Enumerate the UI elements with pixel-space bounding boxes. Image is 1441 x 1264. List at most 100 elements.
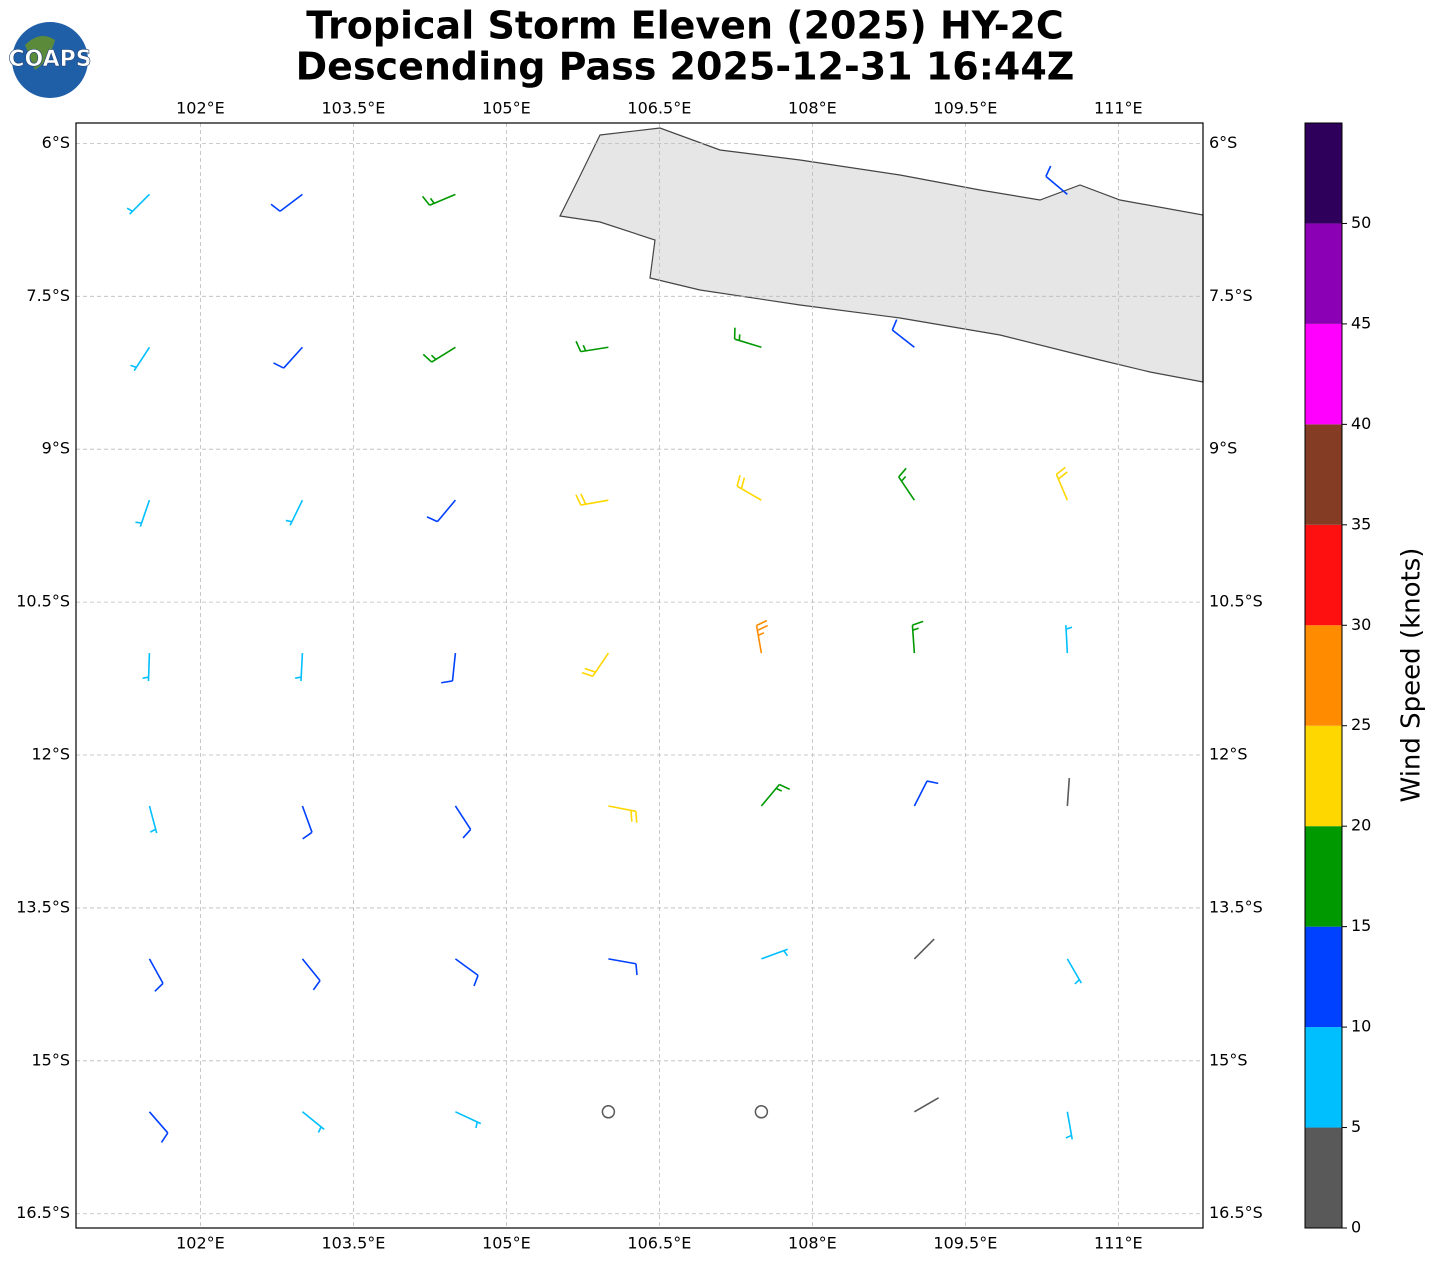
x-tick-label: 106.5°E xyxy=(627,99,691,118)
wind-barb xyxy=(575,493,609,506)
x-tick-label: 103.5°E xyxy=(321,99,385,118)
wind-barb xyxy=(581,652,610,678)
wind-barb xyxy=(913,780,939,807)
wind-barb xyxy=(898,467,916,501)
colorbar-tick-label: 20 xyxy=(1351,816,1371,835)
logo-land xyxy=(25,36,55,70)
x-tick-label: 106.5°E xyxy=(627,1234,691,1253)
x-tick-label: 102°E xyxy=(176,99,225,118)
x-tick-label: 109.5°E xyxy=(933,1234,997,1253)
y-tick-label: 6°S xyxy=(1209,133,1237,152)
y-tick-label: 7.5°S xyxy=(26,286,70,305)
map-layer xyxy=(76,123,1203,1228)
wind-barb xyxy=(301,958,321,991)
colorbar-segment xyxy=(1305,524,1342,626)
x-tick-label: 111°E xyxy=(1094,99,1143,118)
colorbar-segment xyxy=(1305,625,1342,726)
calm-marker xyxy=(754,1105,769,1119)
wind-barb xyxy=(911,620,924,654)
wind-barb xyxy=(148,805,158,834)
logo-text: COAPS xyxy=(8,47,91,72)
colorbar-segment xyxy=(1305,424,1342,525)
wind-barb xyxy=(294,653,304,682)
wind-barb xyxy=(608,958,638,976)
x-tick-label: 105°E xyxy=(482,1234,531,1253)
wind-barb xyxy=(285,499,304,526)
colorbar-tick-label: 50 xyxy=(1351,213,1371,232)
wind-barb xyxy=(422,346,456,363)
colorbar-label: Wind Speed (knots) xyxy=(1397,548,1427,803)
wind-barb xyxy=(301,1111,325,1133)
wind-barb xyxy=(1055,466,1069,501)
colorbar-segment xyxy=(1305,926,1342,1028)
colorbar-tick-label: 45 xyxy=(1351,313,1371,332)
y-tick-label: 12°S xyxy=(1209,745,1248,764)
wind-barb xyxy=(1066,777,1071,807)
y-tick-label: 12°S xyxy=(31,745,70,764)
colorbar-segment xyxy=(1305,1127,1342,1228)
colorbar-segment xyxy=(1305,826,1342,927)
y-tick-label: 10.5°S xyxy=(1209,592,1263,611)
x-tick-label: 109.5°E xyxy=(933,99,997,118)
colorbar-tick-label: 35 xyxy=(1351,514,1371,533)
calm-marker xyxy=(601,1105,616,1119)
wind-barb xyxy=(455,1111,482,1129)
wind-barb xyxy=(148,958,164,992)
x-tick-label: 108°E xyxy=(788,1234,837,1253)
wind-barb xyxy=(454,958,479,987)
wind-barb xyxy=(270,193,303,212)
land-java xyxy=(559,127,1204,383)
wind-barb xyxy=(760,783,791,807)
colorbar-tick-label: 15 xyxy=(1351,916,1371,935)
y-tick-label: 10.5°S xyxy=(16,592,70,611)
colorbar-tick-label: 25 xyxy=(1351,715,1371,734)
colorbar-segment xyxy=(1305,123,1342,224)
wind-barb xyxy=(913,1097,940,1113)
colorbar-segment xyxy=(1305,323,1342,425)
wind-barb xyxy=(441,652,457,684)
y-tick-label: 16.5°S xyxy=(16,1203,70,1222)
wind-barb xyxy=(1065,1111,1073,1140)
wind-barb xyxy=(733,327,762,349)
wind-barb xyxy=(301,805,313,840)
y-tick-label: 16.5°S xyxy=(1209,1203,1263,1222)
wind-barb xyxy=(454,805,472,839)
x-tick-label: 103.5°E xyxy=(321,1234,385,1253)
wind-barb xyxy=(608,805,638,823)
y-tick-label: 7.5°S xyxy=(1209,286,1253,305)
colorbar-tick-label: 40 xyxy=(1351,414,1371,433)
y-tick-label: 9°S xyxy=(1209,439,1237,458)
wind-barb xyxy=(426,499,457,523)
wind-barb xyxy=(891,319,915,348)
wind-barb xyxy=(126,193,150,215)
y-tick-label: 6°S xyxy=(42,133,70,152)
chart-subtitle: Descending Pass 2025-12-31 16:44Z xyxy=(296,45,1075,89)
chart-title: Tropical Storm Eleven (2025) HY-2C xyxy=(306,4,1064,48)
y-tick-label: 15°S xyxy=(1209,1050,1248,1069)
wind-barb xyxy=(142,653,151,682)
colorbar-segment xyxy=(1305,725,1342,827)
colorbar-tick-label: 10 xyxy=(1351,1017,1371,1036)
wind-barb xyxy=(913,938,935,960)
wind-barb xyxy=(1045,165,1068,195)
colorbar-tick-label: 30 xyxy=(1351,615,1371,634)
wind-barb xyxy=(755,619,769,654)
x-tick-label: 102°E xyxy=(176,1234,225,1253)
y-tick-label: 9°S xyxy=(42,439,70,458)
wind-barb xyxy=(135,499,151,527)
colorbar-tick-label: 5 xyxy=(1351,1117,1361,1136)
colorbar-segment xyxy=(1305,223,1342,324)
colorbar-frame xyxy=(1304,122,1343,1229)
x-tick-label: 105°E xyxy=(482,99,531,118)
wind-barb xyxy=(273,346,304,369)
wind-barb xyxy=(575,340,609,353)
colorbar-segment xyxy=(1305,1027,1342,1128)
x-tick-label: 111°E xyxy=(1094,1234,1143,1253)
wind-barb xyxy=(130,346,151,372)
wind-barb xyxy=(736,474,762,501)
wind-barb xyxy=(421,193,456,207)
wind-barb xyxy=(1065,625,1073,654)
y-tick-label: 15°S xyxy=(31,1050,70,1069)
